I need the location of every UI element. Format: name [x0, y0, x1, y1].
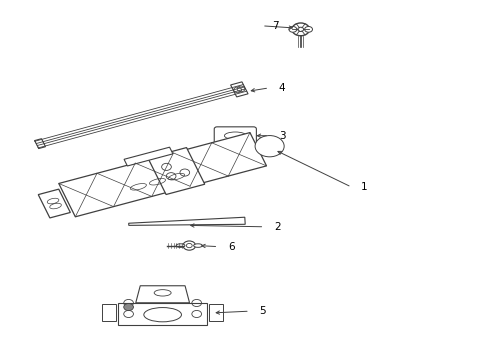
Text: 4: 4 — [279, 83, 286, 93]
Ellipse shape — [176, 244, 185, 247]
Polygon shape — [102, 304, 116, 321]
Polygon shape — [209, 304, 223, 321]
Polygon shape — [124, 147, 173, 166]
Circle shape — [289, 27, 297, 32]
Text: 2: 2 — [274, 222, 281, 232]
Polygon shape — [35, 139, 46, 149]
Circle shape — [183, 241, 196, 250]
Text: 3: 3 — [279, 131, 286, 141]
Text: 6: 6 — [228, 242, 235, 252]
Circle shape — [292, 23, 309, 36]
Polygon shape — [118, 303, 207, 325]
Text: 7: 7 — [271, 21, 278, 31]
Polygon shape — [59, 132, 267, 217]
Polygon shape — [38, 189, 71, 218]
FancyBboxPatch shape — [214, 127, 256, 145]
Circle shape — [305, 27, 313, 32]
Polygon shape — [231, 82, 248, 97]
Text: 5: 5 — [260, 306, 266, 316]
Text: 1: 1 — [361, 182, 368, 192]
Polygon shape — [148, 148, 205, 194]
Ellipse shape — [194, 244, 202, 247]
Circle shape — [255, 136, 284, 157]
Polygon shape — [136, 286, 190, 303]
Polygon shape — [129, 217, 245, 225]
Circle shape — [298, 27, 304, 31]
Circle shape — [124, 303, 133, 311]
Circle shape — [260, 139, 279, 153]
